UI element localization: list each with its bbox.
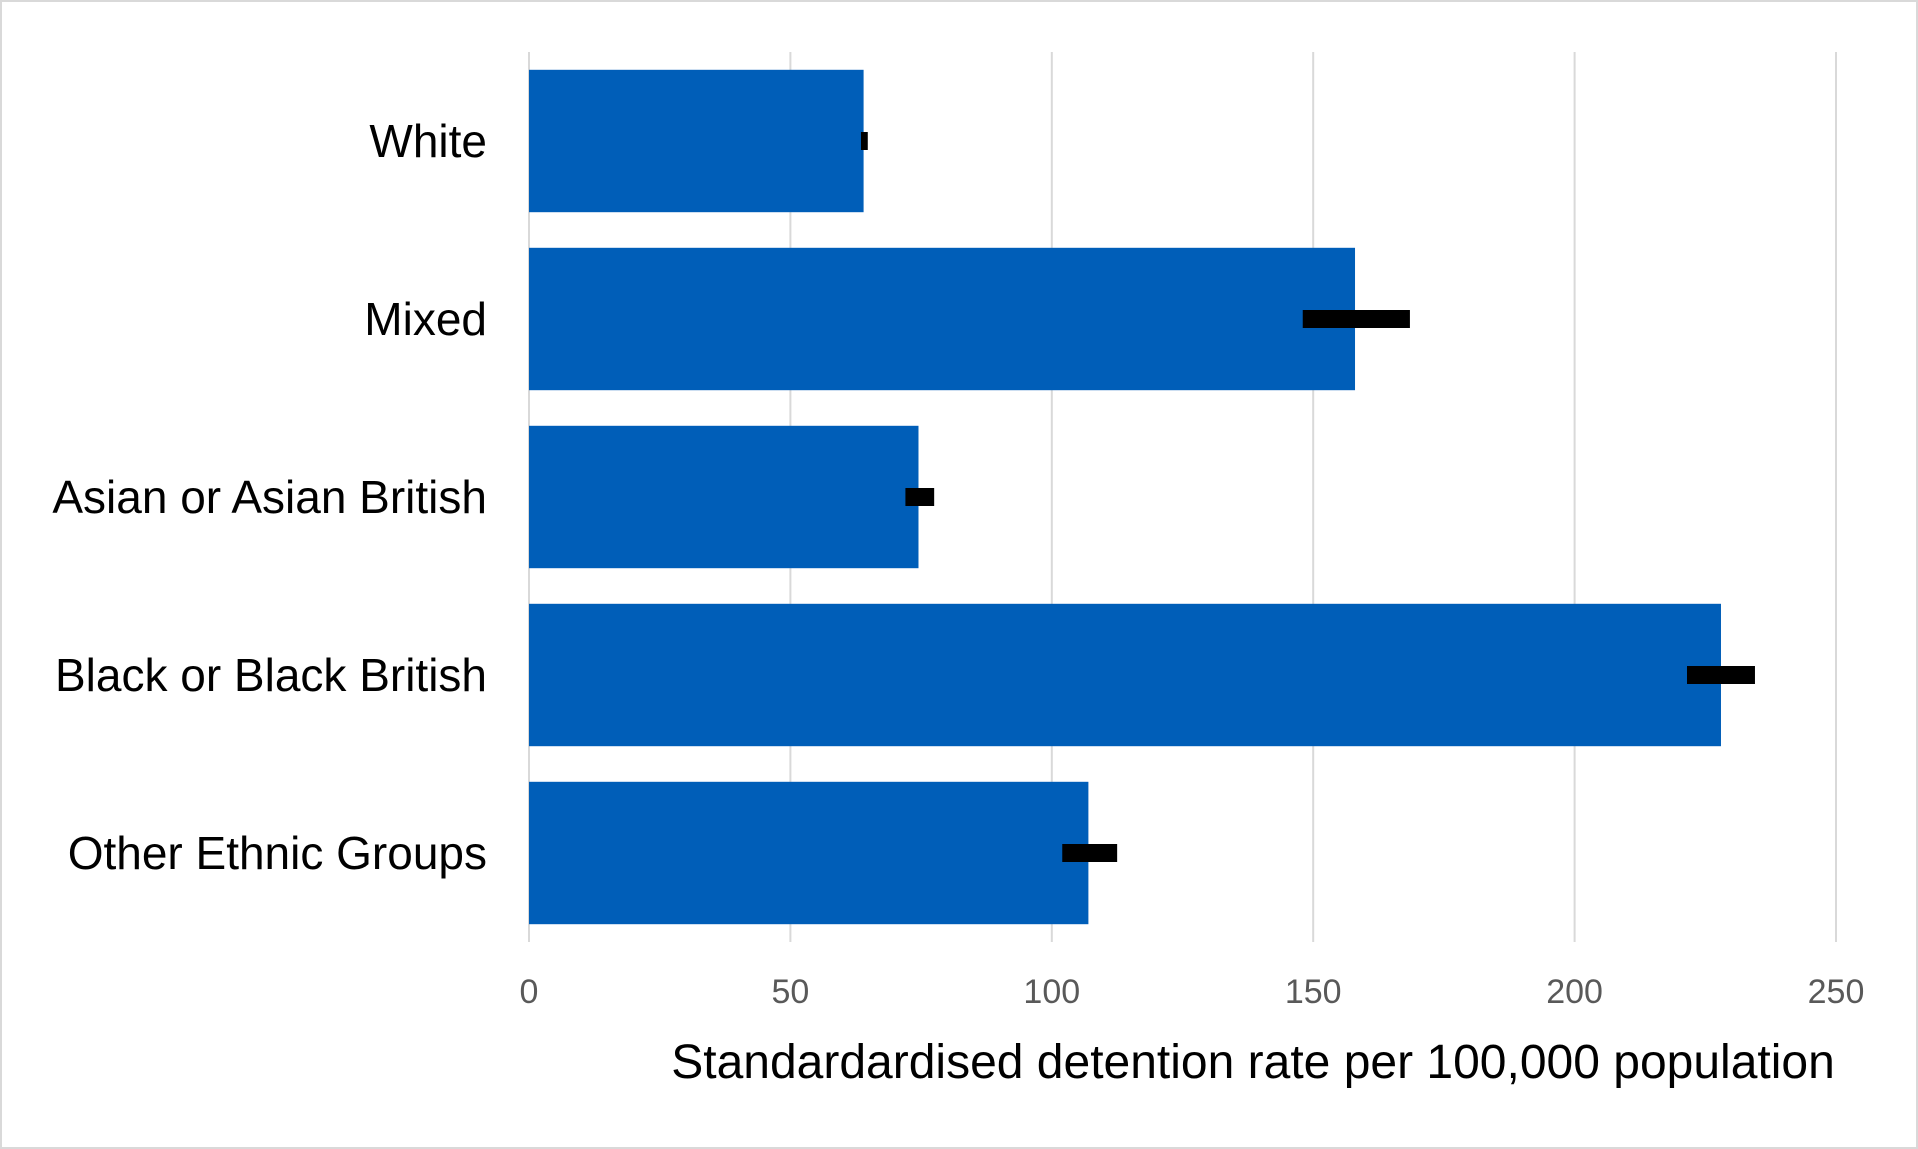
error-bar-other-ethnic-groups bbox=[1062, 844, 1118, 862]
x-tick-label: 50 bbox=[771, 973, 809, 1011]
bar-mixed bbox=[529, 247, 1356, 391]
x-tick-label: 250 bbox=[1808, 973, 1865, 1011]
x-tick-label: 0 bbox=[520, 973, 539, 1011]
error-bars bbox=[860, 132, 1755, 862]
category-label-white: White bbox=[369, 115, 487, 167]
error-bar-white bbox=[860, 132, 868, 150]
bar-other-ethnic-groups bbox=[529, 781, 1089, 925]
error-bar-asian-or-asian-british bbox=[905, 488, 935, 506]
x-tick-label: 200 bbox=[1546, 973, 1603, 1011]
bar-white bbox=[529, 69, 864, 213]
category-label-mixed: Mixed bbox=[364, 293, 487, 345]
x-tick-label: 150 bbox=[1285, 973, 1342, 1011]
bars bbox=[529, 69, 1721, 925]
bar-black-or-black-british bbox=[529, 603, 1721, 747]
category-labels: White Mixed Asian or Asian British Black or… bbox=[52, 115, 487, 879]
category-label-other-ethnic-groups: Other Ethnic Groups bbox=[68, 827, 487, 879]
x-tick-label: 100 bbox=[1023, 973, 1080, 1011]
x-axis-tick-labels: 0 50 100 150 200 250 bbox=[520, 973, 1865, 1011]
x-axis-title: Standardardised detention rate per 100,0… bbox=[671, 1036, 1835, 1089]
category-label-black-or-black-british: Black or Black British bbox=[55, 649, 487, 701]
error-bar-mixed bbox=[1302, 310, 1410, 328]
bar-asian-or-asian-british bbox=[529, 425, 919, 569]
category-label-asian-or-asian-british: Asian or Asian British bbox=[52, 471, 487, 523]
error-bar-black-or-black-british bbox=[1687, 666, 1755, 684]
